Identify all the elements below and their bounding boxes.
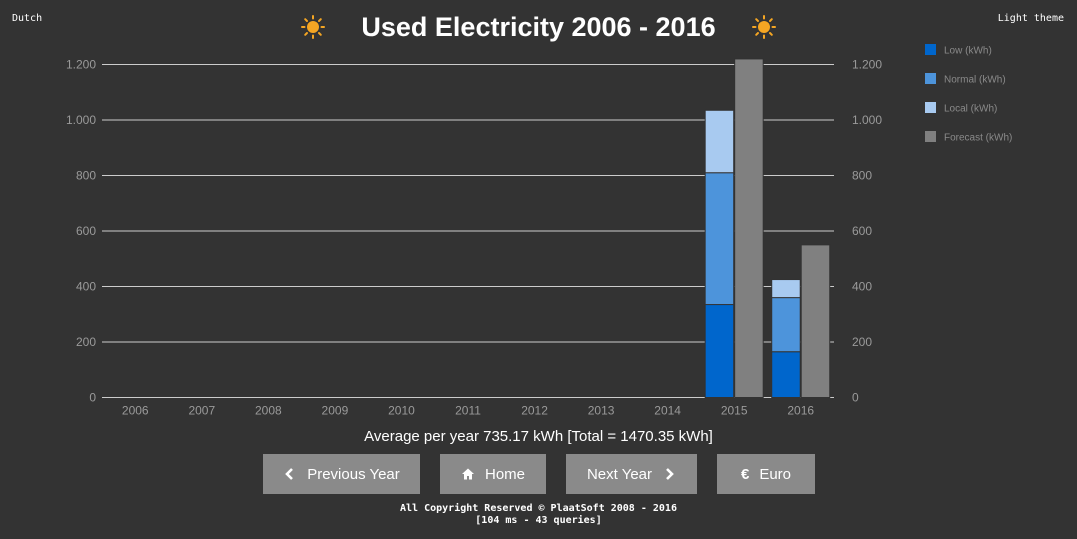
x-tick-label: 2012 [521, 404, 548, 418]
euro-button[interactable]: € Euro [717, 454, 815, 494]
y-tick-label: 200 [76, 335, 96, 349]
x-tick-label: 2013 [588, 404, 615, 418]
y-tick-label: 600 [852, 224, 872, 238]
bar-normal-2016[interactable] [771, 297, 801, 353]
home-button[interactable]: Home [440, 454, 546, 494]
bars [704, 58, 831, 399]
page-title: Used Electricity 2006 - 2016 [361, 11, 716, 42]
title-row: Used Electricity 2006 - 2016 [0, 8, 1077, 46]
y-tick-label: 200 [852, 335, 872, 349]
render-stats: [104 ms - 43 queries] [475, 515, 602, 526]
average-summary: Average per year 735.17 kWh [Total = 147… [364, 428, 713, 445]
legend[interactable]: Low (kWh) Normal (kWh) Local (kWh) Forecast… [925, 44, 1012, 144]
y-tick-label: 800 [76, 169, 96, 183]
previous-year-label: Previous Year [307, 465, 400, 483]
x-tick-label: 2014 [654, 404, 681, 418]
bar-low-2016[interactable] [771, 351, 801, 398]
legend-swatch[interactable] [925, 131, 936, 142]
bar-local-2016[interactable] [771, 279, 801, 299]
x-tick-label: 2006 [122, 404, 149, 418]
legend-swatch[interactable] [925, 102, 936, 113]
euro-icon: € [740, 465, 750, 483]
y-tick-label: 400 [852, 280, 872, 294]
bar-forecast-2015[interactable] [734, 58, 764, 398]
footer: All Copyright Reserved © PlaatSoft 2008 … [0, 503, 1077, 527]
y-axis-right: 0 200 400 600 800 1.000 1.200 [852, 58, 882, 405]
sun-icon [301, 15, 326, 39]
legend-label[interactable]: Local (kWh) [944, 104, 997, 115]
x-tick-label: 2016 [787, 404, 814, 418]
y-tick-label: 800 [852, 169, 872, 183]
euro-label: Euro [759, 465, 792, 483]
home-label: Home [484, 465, 525, 483]
y-tick-label: 1.000 [852, 113, 882, 127]
y-tick-label: 600 [76, 224, 96, 238]
x-tick-label: 2009 [322, 404, 349, 418]
y-tick-label: 1.200 [66, 58, 96, 72]
x-tick-label: 2010 [388, 404, 415, 418]
y-tick-label: 1.200 [852, 58, 882, 72]
sun-icon [751, 15, 776, 39]
x-tick-label: 2008 [255, 404, 282, 418]
y-tick-label: 0 [89, 391, 96, 405]
legend-label[interactable]: Forecast (kWh) [944, 133, 1012, 144]
y-tick-label: 1.000 [66, 113, 96, 127]
y-tick-label: 400 [76, 280, 96, 294]
theme-link[interactable]: Light theme [997, 13, 1064, 24]
bar-local-2015[interactable] [704, 109, 735, 174]
language-link[interactable]: Dutch [12, 13, 43, 24]
x-axis-labels: 2006 2007 2008 2009 2010 2011 2012 2013 2014 2015… [122, 404, 814, 418]
home-icon [461, 468, 474, 480]
x-tick-label: 2015 [721, 404, 748, 418]
electricity-chart: 0 200 400 600 800 1.000 1.200 0 200 400 600 800 1.0… [66, 44, 1012, 418]
bar-low-2015[interactable] [704, 304, 735, 399]
x-tick-label: 2007 [188, 404, 215, 418]
legend-swatch[interactable] [925, 73, 936, 84]
copyright-text: All Copyright Reserved © PlaatSoft 2008 … [400, 503, 677, 514]
legend-label[interactable]: Low (kWh) [944, 46, 992, 57]
bar-forecast-2016[interactable] [800, 244, 831, 398]
legend-label[interactable]: Normal (kWh) [944, 75, 1006, 86]
bar-normal-2015[interactable] [704, 172, 735, 306]
y-axis-left: 0 200 400 600 800 1.000 1.200 [66, 58, 96, 405]
y-tick-label: 0 [852, 391, 859, 405]
chevron-left-icon [285, 468, 294, 480]
chevron-right-icon [666, 468, 674, 480]
x-tick-label: 2011 [455, 404, 481, 418]
next-year-button[interactable]: Next Year [566, 454, 697, 494]
previous-year-button[interactable]: Previous Year [263, 454, 420, 494]
next-year-label: Next Year [586, 465, 653, 483]
legend-swatch[interactable] [925, 44, 936, 55]
